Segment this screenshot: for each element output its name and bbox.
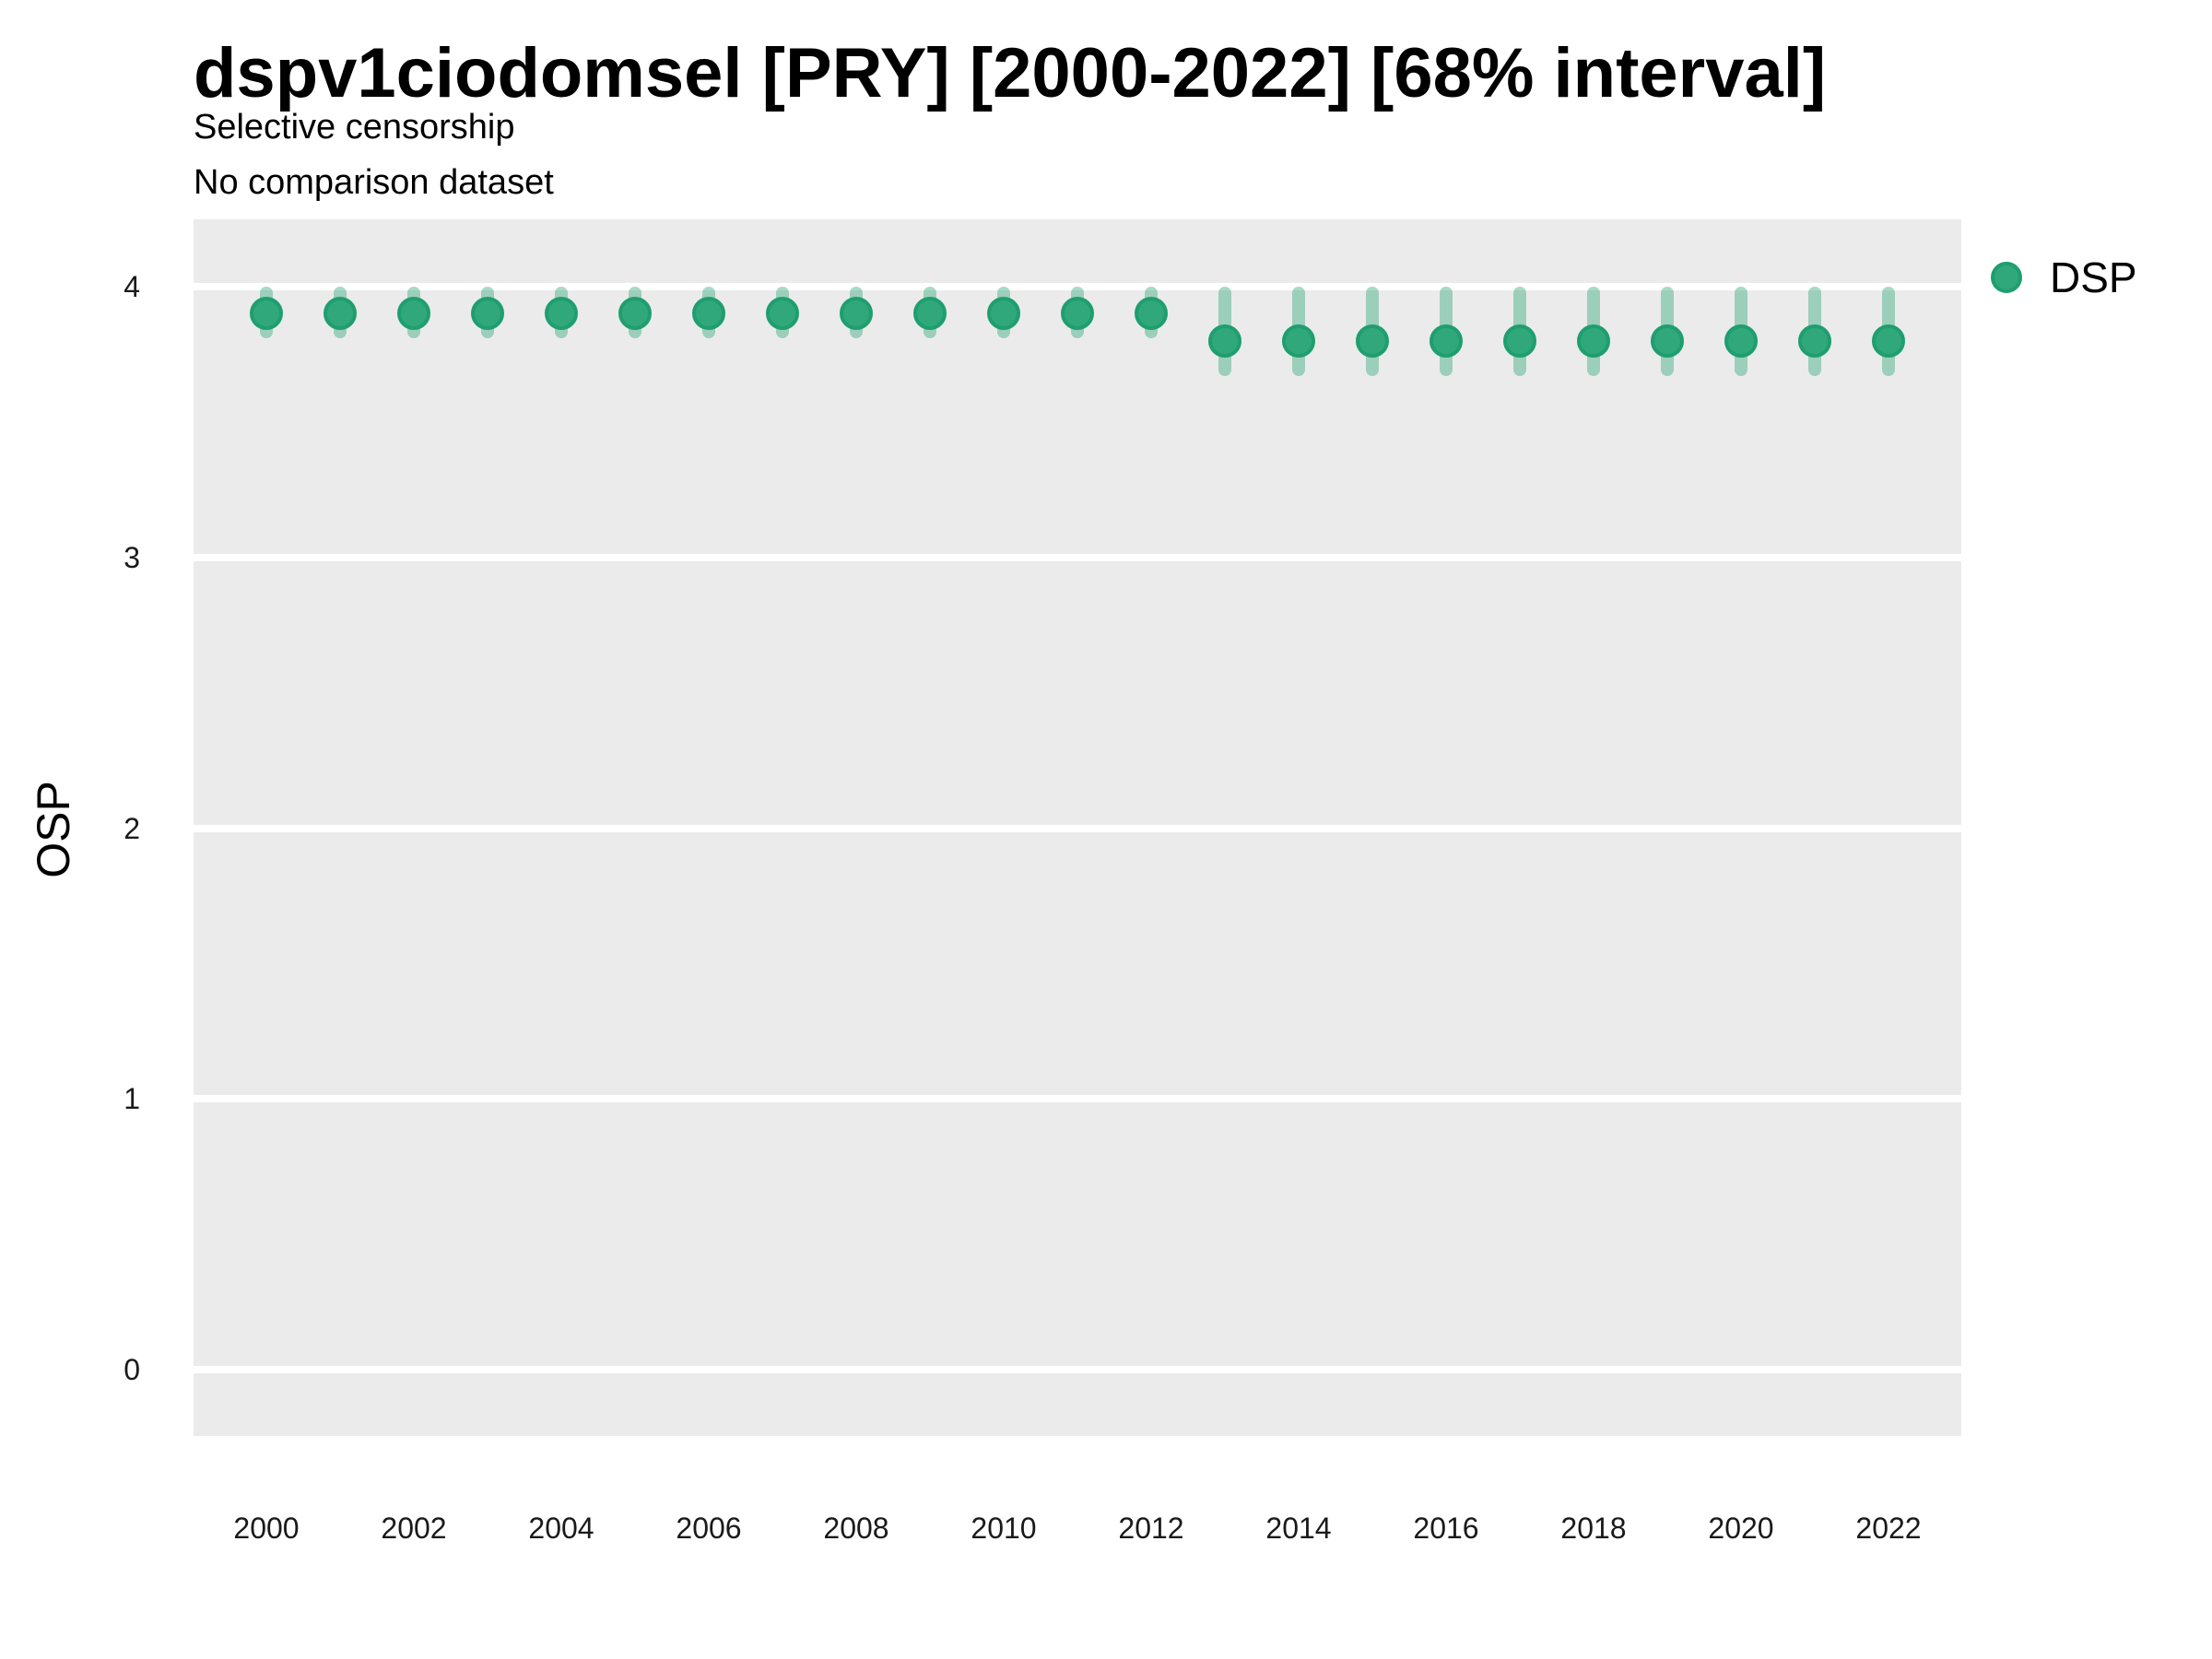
data-point	[1798, 324, 1831, 358]
data-point	[1282, 324, 1315, 358]
x-tick-label: 2016	[1413, 1512, 1479, 1545]
y-tick-label: 2	[124, 811, 140, 845]
data-point	[987, 297, 1020, 331]
y-tick-label: 1	[124, 1082, 140, 1116]
data-point	[1061, 297, 1094, 331]
data-point	[1577, 324, 1610, 358]
major-gridline	[194, 1095, 1961, 1103]
x-tick-label: 2006	[676, 1512, 742, 1545]
major-gridline	[194, 553, 1961, 561]
data-point	[1872, 324, 1905, 358]
y-tick-label: 0	[124, 1353, 140, 1386]
data-point	[324, 297, 357, 331]
data-point	[1356, 324, 1389, 358]
y-tick-label: 4	[124, 270, 140, 303]
legend-point-swatch	[1991, 262, 2022, 293]
x-tick-label: 2008	[823, 1512, 889, 1545]
x-tick-label: 2014	[1265, 1512, 1332, 1545]
data-point	[766, 297, 799, 331]
y-tick-label: 3	[124, 540, 140, 574]
x-tick-label: 2002	[381, 1512, 447, 1545]
data-point	[1135, 297, 1168, 331]
x-tick-label: 2000	[233, 1512, 300, 1545]
legend-series-label: DSP	[2050, 253, 2137, 301]
data-point	[1651, 324, 1684, 358]
chart-title: dspv1ciodomsel [PRY] [2000-2022] [68% in…	[194, 34, 1827, 112]
chart-subtitle-line1: Selective censorship	[194, 108, 515, 147]
data-point	[397, 297, 430, 331]
x-tick-label: 2018	[1560, 1512, 1627, 1545]
major-gridline	[194, 1366, 1961, 1373]
data-point	[1208, 324, 1241, 358]
plot-panel	[194, 219, 1961, 1436]
x-tick-label: 2020	[1708, 1512, 1774, 1545]
data-point	[692, 297, 725, 331]
data-point	[618, 297, 652, 331]
data-point	[840, 297, 873, 331]
x-tick-label: 2012	[1118, 1512, 1184, 1545]
data-point	[471, 297, 504, 331]
data-point	[1724, 324, 1758, 358]
data-point	[1503, 324, 1536, 358]
x-tick-label: 2022	[1855, 1512, 1922, 1545]
major-gridline	[194, 283, 1961, 290]
major-gridline	[194, 824, 1961, 832]
x-tick-label: 2010	[971, 1512, 1037, 1545]
chart-subtitle-line2: No comparison dataset	[194, 163, 554, 202]
legend: DSP	[1991, 256, 2137, 299]
data-point	[545, 297, 578, 331]
data-point	[250, 297, 283, 331]
x-tick-label: 2004	[528, 1512, 594, 1545]
data-point	[913, 297, 947, 331]
data-point	[1430, 324, 1463, 358]
